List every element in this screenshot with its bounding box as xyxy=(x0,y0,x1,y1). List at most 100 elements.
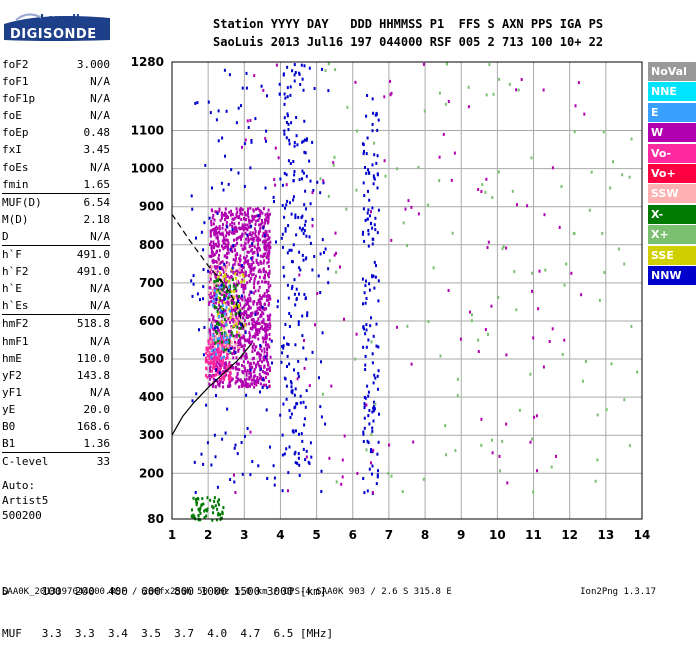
echo-point xyxy=(289,416,292,419)
echo-point xyxy=(491,451,494,455)
echo-point xyxy=(282,245,284,249)
echo-point xyxy=(208,254,211,258)
echo-point xyxy=(238,208,241,212)
echo-point xyxy=(485,93,488,97)
echo-point xyxy=(303,229,306,232)
echo-point xyxy=(515,308,518,312)
echo-point xyxy=(251,243,254,247)
echo-point xyxy=(377,345,380,349)
echo-point xyxy=(256,281,259,285)
echo-point xyxy=(375,264,377,268)
y-tick-label: 1000 xyxy=(131,162,164,176)
echo-point xyxy=(223,366,226,370)
echo-point xyxy=(233,334,236,338)
echo-point xyxy=(371,429,374,433)
echo-point xyxy=(223,68,226,72)
echo-point xyxy=(216,310,219,313)
echo-point xyxy=(363,149,365,153)
echo-point xyxy=(371,352,374,356)
echo-point xyxy=(227,338,230,342)
echo-point xyxy=(254,335,257,339)
echo-point xyxy=(266,253,269,257)
echo-point xyxy=(248,333,251,337)
echo-point xyxy=(605,408,608,412)
echo-point xyxy=(261,310,264,314)
echo-point xyxy=(267,257,270,261)
echo-point xyxy=(254,312,257,316)
echo-point xyxy=(366,217,369,221)
echo-point xyxy=(224,341,227,344)
echo-point xyxy=(207,269,210,273)
echo-point xyxy=(236,452,239,456)
echo-point xyxy=(195,503,198,507)
echo-point xyxy=(251,267,254,271)
echo-point xyxy=(314,323,316,327)
param-name: hmE xyxy=(2,351,22,365)
echo-point xyxy=(239,309,242,313)
echo-point xyxy=(234,491,237,494)
echo-point xyxy=(212,342,215,346)
echo-point xyxy=(213,350,216,354)
echo-point xyxy=(215,236,218,240)
echo-point xyxy=(245,314,248,318)
echo-point xyxy=(230,245,233,249)
echo-point xyxy=(248,304,251,308)
echo-point xyxy=(190,194,193,198)
echo-point xyxy=(217,278,220,281)
echo-point xyxy=(242,334,245,338)
echo-point xyxy=(250,378,253,382)
echo-point xyxy=(224,269,227,273)
echo-point xyxy=(253,227,256,231)
echo-point xyxy=(529,440,532,444)
param-row: D N/A xyxy=(2,228,110,245)
echo-point xyxy=(237,377,239,381)
echo-point xyxy=(222,359,225,363)
echo-point xyxy=(238,263,241,267)
echo-point xyxy=(563,283,566,287)
echo-point xyxy=(265,129,268,133)
echo-point xyxy=(361,232,364,236)
echo-point xyxy=(221,211,223,215)
echo-point xyxy=(209,295,212,299)
echo-point xyxy=(298,178,301,182)
echo-point xyxy=(229,364,232,368)
echo-point xyxy=(427,203,430,207)
echo-point xyxy=(223,294,226,298)
echo-point xyxy=(229,375,232,379)
echo-point xyxy=(317,274,320,278)
param-name: D xyxy=(2,229,9,243)
echo-point xyxy=(335,251,337,255)
echo-point xyxy=(212,213,215,217)
echo-point xyxy=(243,367,246,371)
echo-point xyxy=(223,286,225,290)
echo-point xyxy=(282,265,285,269)
echo-point xyxy=(263,303,266,307)
echo-point xyxy=(224,207,227,211)
echo-point xyxy=(250,269,253,273)
echo-point xyxy=(262,294,265,298)
echo-point xyxy=(258,372,261,376)
echo-point xyxy=(355,188,358,192)
echo-point xyxy=(327,281,330,285)
echo-point xyxy=(241,273,244,276)
echo-point xyxy=(257,207,259,211)
param-row: h`Es N/A xyxy=(2,297,110,314)
echo-point xyxy=(389,79,392,83)
echo-point xyxy=(290,212,293,216)
echo-point xyxy=(220,213,223,217)
echo-point xyxy=(248,279,251,283)
echo-point xyxy=(240,218,243,221)
echo-point xyxy=(222,299,225,302)
echo-point xyxy=(225,109,228,113)
echo-point xyxy=(292,160,295,163)
echo-point xyxy=(282,402,285,406)
echo-point xyxy=(297,371,300,375)
echo-point xyxy=(277,299,279,303)
echo-point xyxy=(505,353,508,357)
echo-point xyxy=(255,260,258,264)
echo-point xyxy=(221,343,224,347)
auto-label: Auto: xyxy=(2,479,36,492)
echo-point xyxy=(229,288,232,292)
echo-point xyxy=(239,333,242,337)
echo-point xyxy=(373,407,376,411)
